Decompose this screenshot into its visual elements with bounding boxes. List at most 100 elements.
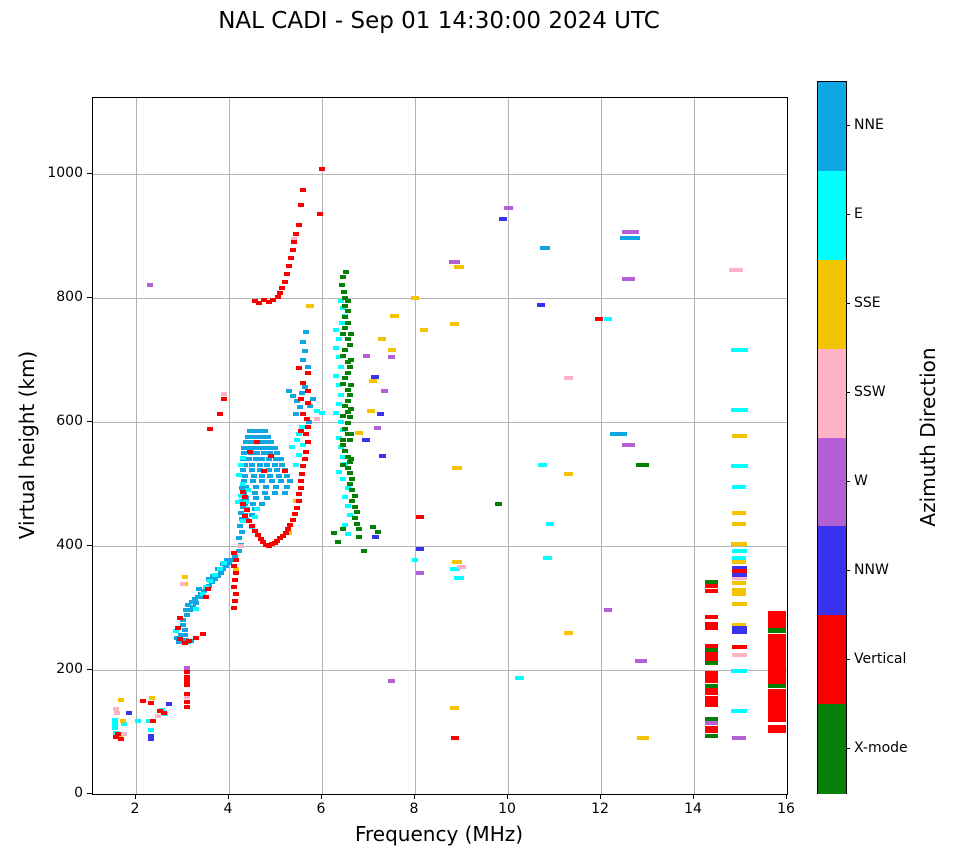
echo-point-w: [634, 659, 647, 664]
x-tick-label: 16: [777, 801, 795, 817]
gridline-vertical: [694, 98, 695, 794]
echo-point-x-mode: [344, 465, 351, 470]
echo-point-nne: [236, 548, 243, 553]
echo-point-sse: [731, 434, 747, 439]
echo-point-sse: [118, 697, 125, 702]
y-tick-label: 400: [56, 536, 83, 553]
echo-point-nnw: [536, 302, 545, 307]
echo-point-nne: [283, 484, 290, 489]
echo-point-nne: [246, 445, 252, 450]
echo-point-nne: [275, 473, 282, 478]
echo-point-nne: [302, 349, 309, 354]
echo-point-vertical: [295, 499, 302, 504]
y-axis-label: Virtual height (km): [15, 350, 39, 540]
echo-point-vertical: [287, 522, 294, 527]
echo-point-vertical: [239, 489, 246, 494]
echo-point-nne: [250, 479, 257, 484]
echo-point-sse: [732, 560, 747, 564]
echo-block: [767, 684, 786, 688]
echo-point-sse: [563, 471, 573, 476]
echo-point-x-mode: [339, 413, 346, 418]
echo-point-vertical: [300, 381, 307, 386]
echo-point-nne: [258, 501, 265, 506]
echo-point-e: [173, 629, 179, 634]
echo-point-e: [112, 717, 119, 722]
echo-point-nne: [296, 404, 303, 409]
echo-point-w: [388, 354, 396, 359]
echo-point-sse: [732, 623, 747, 628]
colorbar-tick: [846, 214, 850, 216]
echo-point-nne: [241, 462, 248, 467]
echo-point-nne: [279, 462, 286, 467]
echo-point-e: [314, 409, 321, 414]
echo-point-e: [545, 522, 554, 527]
echo-point-w: [732, 736, 747, 741]
echo-point-e: [337, 364, 344, 369]
echo-point-nne: [299, 391, 306, 396]
echo-point-vertical: [705, 729, 719, 734]
echo-point-e: [252, 514, 259, 519]
echo-point-vertical: [300, 411, 307, 416]
echo-point-w: [603, 607, 612, 612]
echo-point-nne: [309, 397, 316, 402]
echo-point-nne: [231, 555, 238, 560]
y-tick-label: 200: [56, 660, 83, 677]
echo-point-ssw: [114, 711, 121, 716]
echo-point-nne: [239, 486, 246, 491]
echo-point-nne: [293, 399, 300, 404]
echo-point-vertical: [230, 585, 237, 590]
x-tick-label: 14: [684, 801, 702, 817]
gridline-horizontal: [93, 421, 787, 423]
y-tick: [87, 420, 92, 422]
y-tick: [87, 668, 92, 670]
echo-point-nne: [282, 490, 289, 495]
echo-point-vertical: [415, 514, 424, 519]
echo-point-x-mode: [705, 684, 719, 689]
echo-point-x-mode: [344, 370, 351, 375]
echo-point-vertical: [705, 654, 719, 659]
echo-point-nne: [252, 457, 259, 462]
echo-point-vertical: [705, 702, 719, 707]
echo-point-sse: [732, 591, 747, 596]
echo-point-e: [342, 522, 349, 527]
colorbar-block-x-mode: [818, 704, 846, 794]
echo-point-e: [300, 443, 307, 448]
x-tick: [135, 794, 136, 799]
echo-point-nne: [268, 479, 275, 484]
colorbar-label-vertical: Vertical: [854, 650, 907, 667]
echo-point-vertical: [286, 264, 293, 269]
echo-point-nnw: [376, 412, 384, 417]
echo-point-e: [515, 676, 525, 680]
echo-point-x-mode: [346, 437, 353, 442]
echo-point-nne: [236, 536, 243, 541]
echo-point-e: [339, 454, 346, 459]
echo-point-ssw: [731, 576, 747, 581]
echo-point-vertical: [292, 512, 299, 517]
echo-point-e: [335, 470, 342, 475]
echo-point-x-mode: [344, 299, 351, 304]
gridline-vertical: [322, 98, 323, 794]
echo-point-sse: [355, 430, 364, 435]
gridline-vertical: [415, 98, 416, 794]
echo-point-e: [216, 566, 223, 571]
echo-point-nne: [272, 490, 279, 495]
echo-point-nne: [183, 637, 190, 642]
echo-point-nnw: [499, 216, 508, 221]
colorbar-label-ssw: SSW: [854, 384, 886, 401]
echo-point-vertical: [705, 584, 719, 589]
echo-point-x-mode: [342, 426, 349, 431]
echo-point-x-mode: [344, 398, 351, 403]
echo-point-e: [121, 721, 128, 726]
colorbar-label-nne: NNE: [854, 117, 884, 134]
x-tick: [228, 794, 229, 799]
echo-point-sse: [181, 574, 188, 579]
echo-point-vertical: [705, 696, 719, 701]
echo-point-nne: [303, 330, 310, 335]
echo-point-sse: [732, 587, 747, 592]
echo-point-vertical: [293, 506, 300, 511]
plot-area: [92, 97, 788, 795]
echo-point-vertical: [274, 295, 281, 300]
echo-point-e: [340, 477, 347, 482]
echo-point-vertical: [705, 675, 719, 680]
echo-point-nne: [265, 457, 272, 462]
